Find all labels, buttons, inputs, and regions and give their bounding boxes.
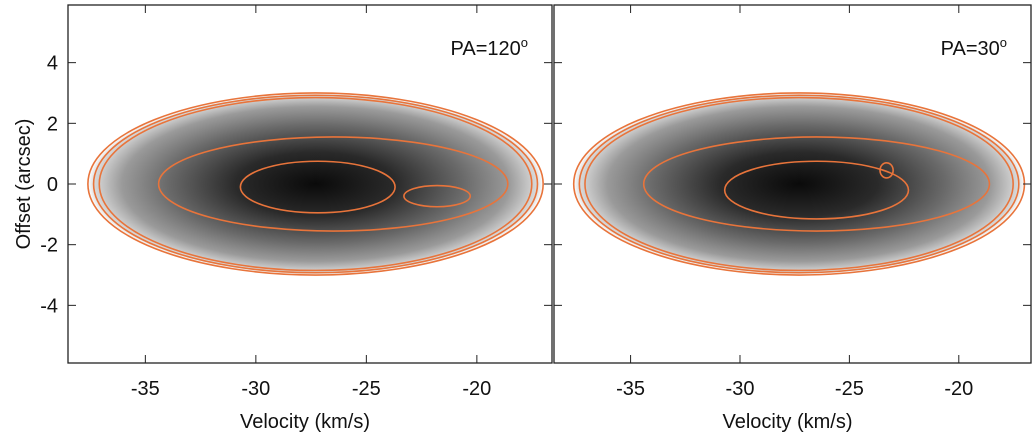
annotation: PA=30o (941, 35, 1007, 60)
contour (723, 160, 910, 220)
x-tick-label: -20 (944, 378, 973, 400)
annotation: PA=120o (451, 35, 528, 60)
x-tick-label: -35 (616, 378, 645, 400)
annotation-text: PA=30 (941, 38, 1000, 60)
x-tick-label: -25 (835, 378, 864, 400)
plot-area (87, 92, 544, 276)
x-tick-label: -20 (462, 378, 491, 400)
x-axis-label: Velocity (km/s) (722, 411, 852, 433)
y-tick-label: 4 (47, 53, 58, 75)
contour (98, 96, 533, 272)
annotation-superscript: o (521, 35, 528, 50)
annotation-superscript: o (1000, 35, 1007, 50)
pv-image (573, 92, 1025, 276)
y-tick-label: -4 (40, 295, 58, 317)
x-axis-label: Velocity (km/s) (240, 411, 370, 433)
y-tick-label: -2 (40, 235, 58, 257)
x-tick-label: -30 (241, 378, 270, 400)
y-tick-label: 0 (47, 174, 58, 196)
contour (584, 96, 1014, 272)
contour (879, 161, 894, 179)
x-tick-label: -30 (726, 378, 755, 400)
contour (642, 136, 991, 232)
contour (578, 94, 1020, 274)
x-tick-label: -25 (352, 378, 381, 400)
x-tick-label: -35 (131, 378, 160, 400)
y-tick-label: 2 (47, 113, 58, 135)
annotation-text: PA=120 (451, 38, 521, 60)
y-axis-label: Offset (arcsec) (13, 119, 35, 250)
contour (239, 160, 396, 214)
contour (157, 136, 509, 232)
contour (92, 94, 539, 274)
plot-area (572, 92, 1026, 276)
contour (403, 184, 472, 208)
contour (87, 92, 544, 276)
pv-image (87, 92, 544, 276)
